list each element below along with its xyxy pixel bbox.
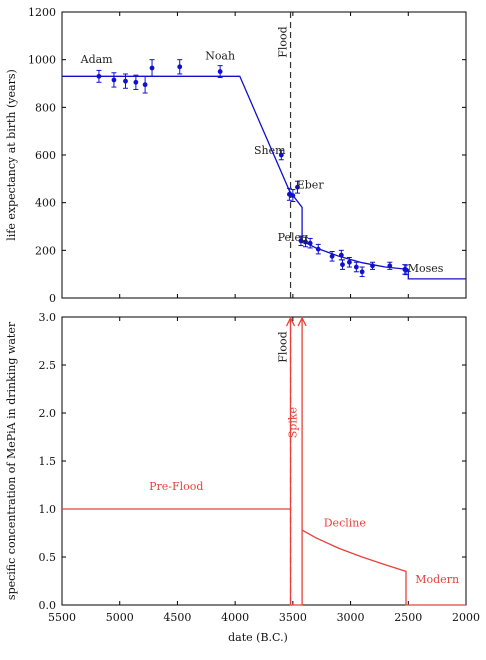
data-point	[290, 193, 296, 198]
bottom-y-tick-label: 1.0	[39, 503, 57, 516]
top-y-tick-label: 200	[35, 244, 56, 257]
annotation-noah: Noah	[205, 50, 235, 63]
mepia-concentration-panel: 0.0 0.5 1.0 1.5 2.0 2.5 3.0 5500 5000 4500 4000 350…	[5, 311, 480, 624]
data-point	[338, 252, 344, 258]
data-point	[347, 259, 352, 265]
bottom-y-tick-label: 3.0	[39, 311, 57, 324]
top-y-tick-label: 1000	[28, 54, 56, 67]
top-y-tick-label: 800	[35, 101, 56, 114]
bottom-x-tick-label: 3500	[279, 611, 307, 624]
data-point	[96, 73, 102, 79]
top-y-tick-label: 600	[35, 149, 56, 162]
data-point	[307, 240, 313, 246]
bottom-x-tick-label: 2500	[394, 611, 422, 624]
data-point	[111, 77, 117, 83]
bottom-y-tick-label: 2.5	[39, 359, 57, 372]
annotation-moses: Moses	[408, 262, 444, 275]
life-expectancy-model-line	[62, 75, 466, 280]
annotation-peleg: Peleg	[278, 231, 309, 244]
data-point	[298, 238, 304, 244]
bottom-x-tick-label: 2000	[452, 611, 480, 624]
bottom-y-tick-label: 2.0	[39, 407, 57, 420]
data-point	[387, 263, 393, 269]
data-point	[133, 79, 139, 85]
annotation-spike: Spike	[286, 407, 299, 438]
annotation-eber: Eber	[297, 178, 325, 191]
bottom-x-tick-label: 4000	[221, 611, 249, 624]
data-point	[217, 69, 223, 74]
life-expectancy-panel: 0 200 400 600 800 1000 1200 life expectancy at …	[5, 6, 467, 305]
data-point	[315, 246, 321, 252]
annotation-decline: Decline	[324, 516, 366, 529]
bottom-y-axis-label: specific concentration of MePiA in drink…	[5, 321, 18, 600]
bottom-x-tick-label: 5500	[48, 611, 76, 624]
data-point	[403, 267, 409, 273]
annotation-shem: Shem	[254, 144, 286, 157]
spike-arrow-head	[297, 316, 307, 327]
bottom-x-tick-label: 4500	[163, 611, 191, 624]
data-point	[295, 184, 300, 190]
data-point	[123, 78, 128, 84]
data-point	[278, 152, 284, 158]
bottom-flood-label: Flood	[277, 331, 290, 362]
bottom-y-tick-label: 0.0	[39, 599, 57, 612]
annotation-pre-flood: Pre-Flood	[149, 480, 203, 493]
data-point	[303, 239, 308, 245]
top-flood-label: Flood	[277, 26, 290, 57]
data-point	[177, 64, 183, 70]
data-point	[329, 253, 335, 259]
bottom-y-tick-label: 0.5	[39, 551, 57, 564]
data-point	[142, 82, 148, 88]
bottom-plot-frame	[61, 316, 467, 606]
data-point	[340, 262, 345, 268]
top-y-tick-label: 400	[35, 197, 56, 210]
data-point	[149, 65, 155, 71]
bottom-x-tick-label: 5000	[106, 611, 134, 624]
top-y-axis-label: life expectancy at birth (years)	[5, 69, 18, 241]
top-y-tick-label: 0	[49, 292, 56, 305]
data-point	[370, 263, 375, 269]
annotation-adam: Adam	[80, 53, 114, 66]
top-y-tick-label: 1200	[28, 6, 56, 19]
mepia-concentration-line	[62, 317, 466, 606]
data-point	[359, 269, 365, 275]
bottom-x-tick-label: 3000	[337, 611, 365, 624]
spike-arrow-head	[285, 316, 296, 327]
x-axis-label: date (B.C.)	[228, 631, 288, 644]
data-point	[353, 264, 359, 270]
bottom-y-tick-label: 1.5	[39, 455, 57, 468]
annotation-modern: Modern	[415, 573, 459, 586]
